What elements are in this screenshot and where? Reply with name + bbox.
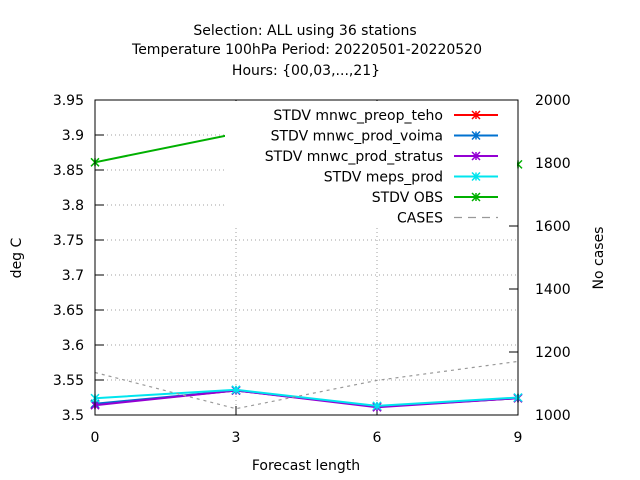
legend-marker [471, 110, 481, 120]
y-tick-label: 3.65 [53, 303, 84, 319]
series-point [372, 401, 382, 411]
y-tick-label: 3.95 [53, 93, 84, 109]
y2-tick-label: 1200 [535, 345, 571, 361]
legend-label: STDV meps_prod [324, 170, 443, 186]
series-line [94, 389, 519, 409]
series-line [94, 360, 519, 410]
legend-label: STDV OBS [372, 190, 443, 206]
y2-tick-label: 1000 [535, 408, 571, 424]
title-line-2: Temperature 100hPa Period: 20220501-2022… [131, 42, 482, 58]
y2-tick-label: 1800 [535, 156, 571, 172]
legend-background [225, 101, 517, 225]
title-line-1: Selection: ALL using 36 stations [193, 23, 416, 39]
y2-tick-label: 1600 [535, 219, 571, 235]
x-tick-label: 6 [373, 430, 382, 446]
legend-marker [471, 171, 481, 182]
legend-marker [471, 192, 481, 202]
legend-marker [471, 151, 481, 161]
y2-tick-label: 2000 [535, 93, 571, 109]
series-point [231, 385, 241, 395]
y-tick-label: 3.7 [62, 268, 84, 284]
legend: STDV mnwc_preop_teho STDV mnwc_prod_voima… [225, 101, 517, 227]
y-tick-label: 3.85 [53, 163, 84, 179]
y-tick-label: 3.5 [62, 408, 84, 424]
x-axis-label: Forecast length [252, 458, 360, 474]
legend-marker [471, 130, 481, 141]
x-tick-label: 9 [514, 430, 523, 446]
x-tick-label: 3 [232, 430, 241, 446]
series-line [94, 388, 519, 407]
y-tick-label: 3.9 [62, 128, 84, 144]
plot-frame [94, 99, 519, 416]
legend-label: STDV mnwc_prod_voima [271, 129, 443, 145]
y-axis-label: deg C [9, 237, 25, 278]
title-line-3: Hours: {00,03,...,21} [232, 63, 380, 79]
y-tick-label: 3.6 [62, 338, 84, 354]
y2-axis-label: No cases [591, 227, 607, 290]
y2-tick-label: 1400 [535, 282, 571, 298]
legend-label: CASES [397, 211, 443, 227]
tick-labels: 3.5 3.55 3.6 3.65 3.7 3.75 3.8 3.85 3.9 3.95 1000 1… [53, 93, 571, 446]
legend-label: STDV mnwc_prod_stratus [265, 149, 443, 165]
y-tick-label: 3.8 [62, 198, 84, 214]
legend-label: STDV mnwc_preop_teho [273, 108, 443, 124]
y-tick-label: 3.75 [53, 233, 84, 249]
x-tick-label: 0 [91, 430, 100, 446]
chart-title: Selection: ALL using 36 stations Tempera… [131, 23, 482, 79]
y-tick-label: 3.55 [53, 373, 84, 389]
